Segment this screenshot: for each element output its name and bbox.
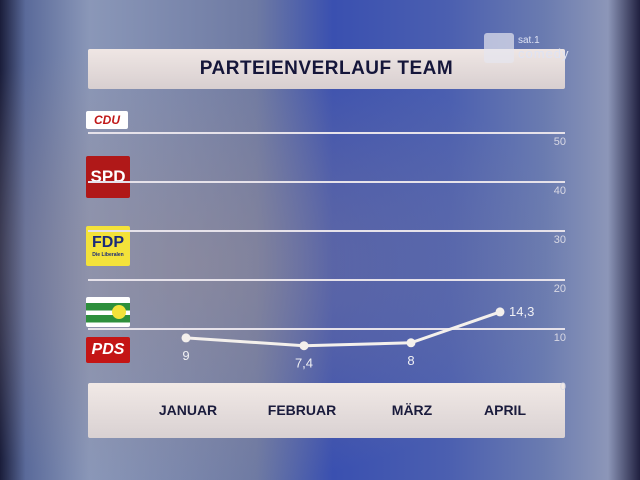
y-tick-label: 50: [554, 136, 566, 148]
y-tick-label: 0: [560, 381, 566, 393]
series-line: [185, 310, 501, 348]
x-tick-label: MÄRZ: [391, 402, 433, 418]
party-logo-cdu: CDU: [86, 111, 128, 129]
y-tick-label: 10: [554, 332, 566, 344]
data-label: 8: [407, 353, 414, 368]
data-label: 7,4: [295, 356, 313, 371]
data-label: 14,3: [509, 304, 534, 319]
x-axis-bar: [88, 383, 565, 438]
channel-sub: comedy: [518, 46, 570, 61]
y-tick-label: 40: [554, 185, 566, 197]
x-tick-label: APRIL: [484, 402, 526, 418]
channel-logo-icon: [484, 33, 514, 63]
channel-name: sat.1: [518, 35, 540, 46]
party-logo-fdp: FDP Die Liberalen: [86, 226, 130, 266]
party-logo-gruene: [86, 297, 130, 327]
x-tick-label: FEBRUAR: [267, 402, 337, 418]
data-point: [299, 341, 309, 351]
y-tick-label: 30: [554, 234, 566, 246]
channel-logo: sat.1 comedy: [484, 33, 570, 63]
data-point: [406, 338, 416, 348]
x-tick-label: JANUAR: [158, 402, 218, 418]
sunflower-icon: [112, 305, 126, 319]
data-point: [495, 307, 505, 317]
data-label: 9: [182, 348, 189, 363]
party-logo-pds: PDS: [86, 337, 130, 363]
y-tick-label: 20: [554, 283, 566, 295]
data-point: [181, 333, 191, 343]
